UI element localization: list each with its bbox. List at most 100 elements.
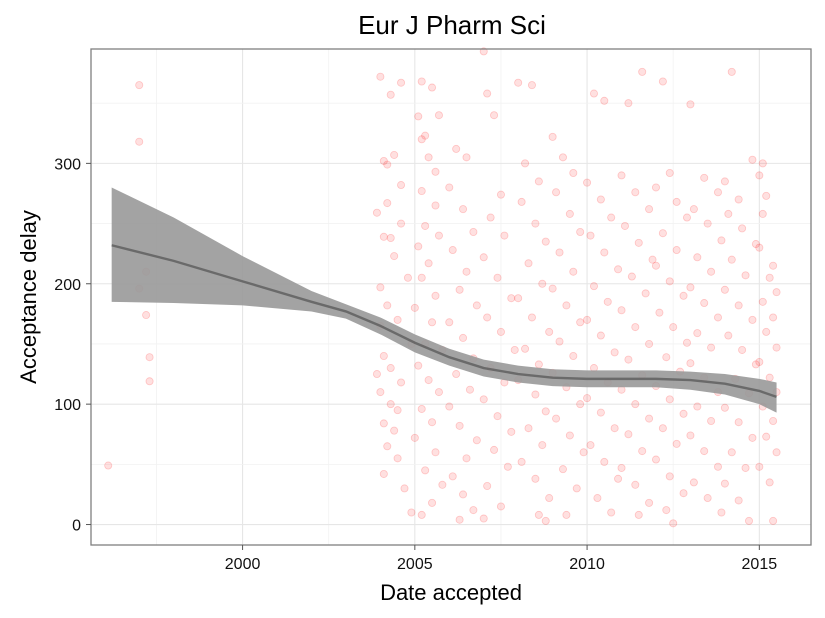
- data-point: [565, 209, 574, 218]
- data-point: [634, 238, 643, 247]
- y-axis-label: Acceptance delay: [16, 210, 41, 384]
- data-point: [693, 402, 702, 411]
- data-point: [596, 195, 605, 204]
- data-point: [665, 277, 674, 286]
- data-point: [421, 221, 430, 230]
- data-point: [500, 231, 509, 240]
- data-point: [565, 431, 574, 440]
- data-point: [569, 168, 578, 177]
- data-point: [744, 516, 753, 525]
- data-point: [383, 301, 392, 310]
- data-point: [720, 177, 729, 186]
- data-point: [727, 67, 736, 76]
- data-point: [145, 353, 154, 362]
- data-point: [531, 390, 540, 399]
- data-point: [393, 406, 402, 415]
- data-point: [390, 150, 399, 159]
- data-point: [428, 318, 437, 327]
- data-point: [555, 248, 564, 257]
- data-point: [765, 373, 774, 382]
- data-point: [390, 252, 399, 261]
- data-point: [583, 315, 592, 324]
- data-point: [762, 191, 771, 200]
- data-point: [624, 430, 633, 439]
- data-point: [689, 478, 698, 487]
- data-point: [438, 480, 447, 489]
- data-point: [686, 431, 695, 440]
- data-point: [703, 219, 712, 228]
- data-point: [682, 213, 691, 222]
- data-point: [645, 339, 654, 348]
- data-point: [651, 455, 660, 464]
- data-point: [552, 414, 561, 423]
- data-point: [576, 400, 585, 409]
- data-point: [459, 205, 468, 214]
- data-point: [707, 343, 716, 352]
- data-point: [417, 187, 426, 196]
- data-point: [517, 457, 526, 466]
- data-point: [376, 283, 385, 292]
- data-point: [720, 479, 729, 488]
- data-point: [679, 489, 688, 498]
- data-point: [614, 265, 623, 274]
- data-point: [379, 156, 388, 165]
- data-point: [617, 463, 626, 472]
- data-point: [600, 96, 609, 105]
- data-point: [421, 466, 430, 475]
- data-point: [724, 331, 733, 340]
- data-point: [414, 361, 423, 370]
- data-point: [772, 288, 781, 297]
- data-point: [379, 351, 388, 360]
- data-point: [734, 418, 743, 427]
- data-point: [576, 318, 585, 327]
- data-point: [583, 394, 592, 403]
- data-point: [493, 273, 502, 282]
- data-point: [734, 195, 743, 204]
- data-point: [397, 219, 406, 228]
- data-point: [586, 231, 595, 240]
- data-point: [397, 378, 406, 387]
- data-point: [393, 454, 402, 463]
- x-tick-label: 2010: [569, 556, 605, 573]
- data-point: [428, 83, 437, 92]
- data-point: [545, 494, 554, 503]
- data-point: [624, 355, 633, 364]
- data-point: [727, 448, 736, 457]
- data-point: [600, 248, 609, 257]
- data-point: [589, 282, 598, 291]
- data-point: [490, 445, 499, 454]
- data-point: [465, 385, 474, 394]
- data-point: [638, 67, 647, 76]
- data-point: [617, 306, 626, 315]
- data-point: [421, 131, 430, 140]
- data-point: [713, 188, 722, 197]
- data-point: [651, 261, 660, 270]
- data-point: [521, 159, 530, 168]
- data-point: [672, 197, 681, 206]
- data-point: [693, 329, 702, 338]
- data-point: [510, 345, 519, 354]
- data-point: [434, 388, 443, 397]
- data-point: [479, 514, 488, 523]
- data-point: [772, 343, 781, 352]
- data-point: [758, 209, 767, 218]
- plot-border: [90, 48, 812, 546]
- data-point: [610, 424, 619, 433]
- data-point: [645, 205, 654, 214]
- data-point: [479, 253, 488, 262]
- data-point: [414, 112, 423, 121]
- data-point: [603, 297, 612, 306]
- data-point: [562, 301, 571, 310]
- data-point: [142, 311, 151, 320]
- data-point: [655, 308, 664, 317]
- data-point: [379, 469, 388, 478]
- data-point: [672, 439, 681, 448]
- data-point: [472, 301, 481, 310]
- data-point: [641, 289, 650, 298]
- data-point: [104, 461, 113, 470]
- data-point: [772, 448, 781, 457]
- data-point: [627, 272, 636, 281]
- x-tick-label: 2005: [397, 556, 433, 573]
- data-point: [434, 111, 443, 120]
- data-point: [741, 271, 750, 280]
